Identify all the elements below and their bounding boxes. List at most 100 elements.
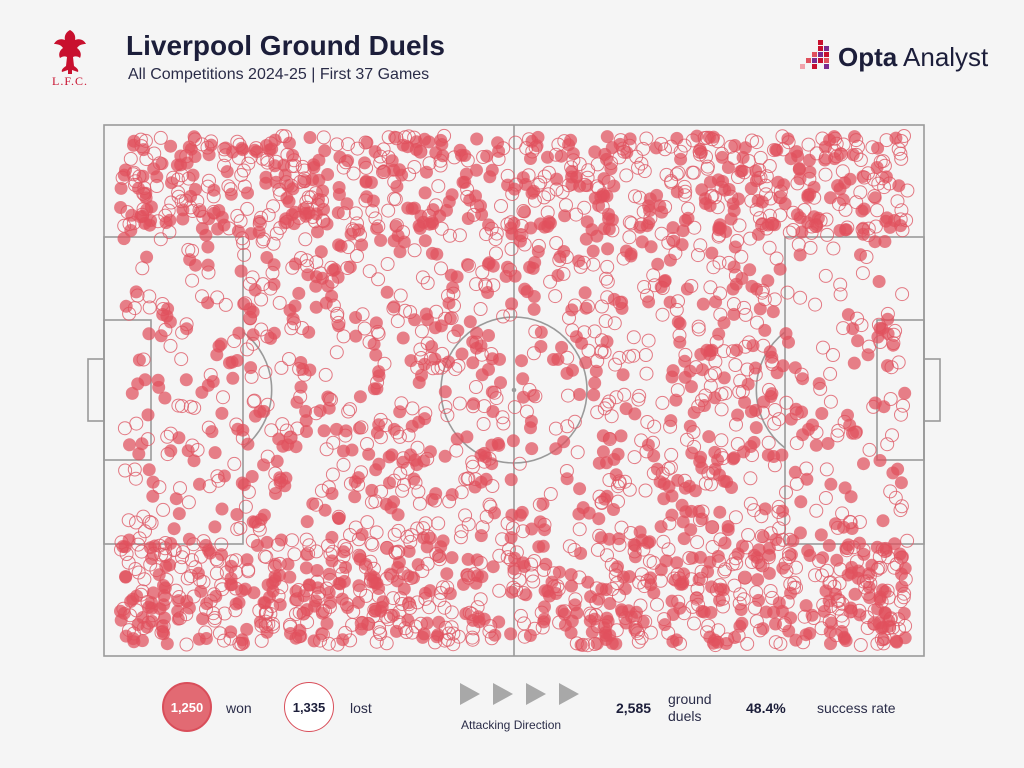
duel-lost-point [411,484,426,499]
duel-lost-point [894,499,909,514]
duel-lost-point [461,517,476,532]
duel-lost-point [609,390,624,405]
duel-won-point [580,215,594,229]
duel-won-point [572,254,586,268]
duel-won-point [260,625,274,639]
duel-won-point [579,356,593,370]
duel-won-point [846,148,860,162]
duel-won-point [611,560,624,574]
duel-won-point [343,260,357,274]
duel-lost-point [469,380,483,394]
duel-won-point [560,366,574,380]
duel-won-point [155,157,169,171]
duel-won-point [793,172,807,186]
duel-won-point [678,214,692,227]
duel-won-point [408,453,422,467]
duel-lost-point [329,345,344,360]
duel-won-point [396,455,410,469]
duel-lost-point [526,346,541,361]
duel-lost-point [346,166,361,181]
duel-won-point [309,300,323,314]
duel-won-point [564,626,578,640]
duel-won-point [668,573,682,587]
duel-won-point [878,606,892,620]
duel-lost-point [597,401,612,416]
duel-won-point [114,201,128,214]
duel-lost-point [319,442,334,457]
duel-lost-point [749,135,764,150]
duel-lost-point [852,515,867,529]
duel-won-point [552,565,566,579]
duel-won-point [708,445,722,459]
duel-won-point [401,569,415,583]
duel-lost-point [264,423,279,438]
duel-won-point [483,170,497,184]
duel-won-point [534,340,548,353]
duel-won-point [332,319,346,333]
duel-won-point [525,522,539,536]
duel-lost-point [325,467,340,482]
duel-won-point [269,175,283,189]
duel-won-point [703,348,717,362]
duel-won-point [241,437,255,451]
duel-won-point [640,219,654,233]
duel-won-point [595,582,609,596]
duel-won-point [553,250,567,264]
duel-won-point [765,350,779,364]
duel-lost-point [890,194,905,209]
duel-lost-point [664,447,679,462]
duel-won-point [299,206,313,220]
duel-lost-point [734,249,749,264]
duel-won-point [199,538,213,552]
duel-lost-point [121,555,136,570]
duel-won-point [237,478,251,492]
duel-won-point [380,285,394,299]
duel-won-point [226,371,240,385]
duel-won-point [609,637,623,651]
duel-won-point [387,608,400,622]
duel-won-point [863,591,877,605]
duel-lost-point [362,264,377,279]
duel-won-point [713,593,727,607]
duel-won-point [459,167,473,181]
duel-won-point [390,180,404,193]
duel-won-point [355,528,369,541]
duel-won-point [460,568,474,582]
duel-won-point [628,623,642,637]
duel-won-point [698,192,712,206]
duel-won-point [769,143,783,157]
duel-won-point [192,632,206,646]
duel-lost-point [434,261,448,276]
duel-won-point [736,151,750,164]
duel-lost-point [594,299,609,314]
duel-won-point [137,143,150,157]
duel-won-point [727,260,741,274]
centre-spot [511,387,517,393]
duel-won-point [678,370,692,384]
duel-won-point [320,217,334,231]
duel-won-point [579,232,593,246]
duel-won-point [145,596,158,610]
duel-won-point [314,245,328,259]
duel-won-point [208,446,222,460]
duel-lost-point [458,508,473,523]
duel-won-point [300,515,314,529]
duel-won-point [541,150,554,164]
duel-lost-point [504,242,519,256]
duel-lost-point [642,554,657,569]
duel-won-point [180,322,194,336]
duel-lost-point [627,450,642,465]
duel-lost-point [883,392,898,406]
duel-won-point [709,295,723,309]
duel-lost-point [432,593,447,608]
duel-lost-point [230,522,245,537]
duel-lost-point [391,523,406,538]
duel-won-point [781,132,795,146]
duel-won-point [301,268,315,282]
duel-lost-point [259,550,274,565]
duel-won-point [127,134,141,148]
duel-lost-point [548,289,563,304]
duel-won-point [554,149,568,163]
duel-lost-point [891,355,906,370]
duel-won-point [479,472,493,486]
